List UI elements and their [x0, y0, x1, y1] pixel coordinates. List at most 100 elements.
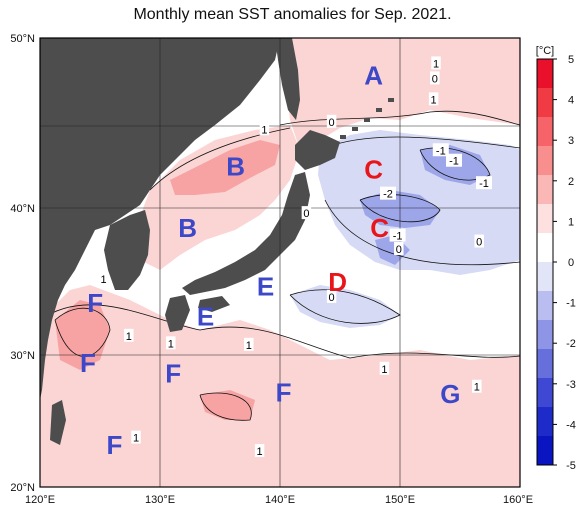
- contour-label-bg: [380, 186, 396, 200]
- contour-label: 0: [396, 244, 402, 256]
- colorbar-tick-label: 0: [568, 257, 574, 269]
- lat-tick-20: 20°N: [10, 482, 35, 494]
- region-label-c: C: [370, 213, 389, 243]
- latitude-axis: 50°N 40°N 30°N 20°N: [10, 33, 35, 494]
- contour-label-bg: [259, 122, 270, 136]
- land-kyushu: [165, 295, 190, 332]
- contour-label: 1: [474, 382, 480, 394]
- contour-label-bg: [431, 56, 441, 70]
- lat-tick-50: 50°N: [10, 33, 35, 45]
- land-kuril-islands: [340, 98, 394, 139]
- contour-label-bg: [166, 336, 176, 350]
- contour-label: 1: [257, 446, 263, 458]
- region-label-e: E: [257, 271, 274, 301]
- colorbar-swatch: [537, 407, 553, 437]
- contour-label: 0: [329, 117, 335, 129]
- colorbar-tick-label: 5: [568, 54, 574, 66]
- contour-label: -1: [393, 231, 403, 243]
- colorbar-swatch: [537, 233, 553, 263]
- colorbar-swatch: [537, 436, 553, 466]
- contour-label: 1: [261, 124, 267, 136]
- colorbar-swatch: [537, 291, 553, 321]
- contour-label-bg: [254, 444, 265, 458]
- region-label-d: D: [328, 267, 347, 297]
- contour-label: 0: [476, 237, 482, 249]
- colorbar-tick-label: 2: [568, 176, 574, 188]
- region-label-g: G: [440, 379, 460, 409]
- warm-strong-south-2: [200, 390, 255, 420]
- colorbar-tick-label: 4: [568, 95, 574, 107]
- contour-label: 0: [432, 73, 438, 85]
- contour-label: 1: [101, 274, 107, 286]
- contour-label-bg: [474, 234, 484, 248]
- region-label-f: F: [106, 430, 122, 460]
- contour-label: 1: [133, 433, 139, 445]
- colorbar-swatch: [537, 175, 553, 205]
- contour-label: 0: [329, 292, 335, 304]
- colorbar-ticks: 5 4 3 2 1 0 -1 -2 -3 -4 -5: [553, 54, 576, 472]
- colorbar-tick-label: 3: [568, 135, 574, 147]
- contour-label-bg: [428, 92, 439, 106]
- map-title: Monthly mean SST anomalies for Sep. 2021…: [133, 6, 452, 23]
- contour-label: -1: [436, 145, 446, 157]
- region-label-a: A: [364, 60, 383, 90]
- graticule: [40, 38, 520, 487]
- contour-label: 1: [126, 331, 132, 343]
- contour-label: -1: [479, 178, 489, 190]
- colorbar-swatch: [537, 117, 553, 147]
- colorbar-swatch: [537, 88, 553, 118]
- contour-label-bg: [472, 379, 482, 393]
- region-label-b: B: [178, 213, 197, 243]
- contour-label-bg: [326, 289, 337, 303]
- colorbar-swatch: [537, 59, 553, 89]
- region-label-f: F: [276, 378, 292, 408]
- longitude-axis: 120°E 130°E 140°E 150°E 160°E: [25, 494, 533, 506]
- region-label-b: B: [226, 152, 245, 182]
- land-sakhalin: [275, 38, 300, 120]
- contour-label-bg: [432, 143, 449, 157]
- contour-label-bg: [446, 153, 462, 167]
- lon-tick-140: 140°E: [265, 494, 295, 506]
- land-hokkaido: [295, 130, 340, 170]
- contour-label: 1: [168, 338, 174, 350]
- cool-anomaly-south-honshu: [290, 285, 400, 328]
- colorbar-unit: [°C]: [536, 45, 554, 57]
- contour-label-bg: [301, 206, 312, 220]
- lat-tick-30: 30°N: [10, 350, 35, 362]
- lat-tick-40: 40°N: [10, 203, 35, 215]
- contour-label: 1: [431, 94, 437, 106]
- contour-label: 1: [381, 364, 387, 376]
- land-shikoku: [198, 296, 230, 312]
- contour-label-bg: [131, 430, 141, 444]
- contour-label: 1: [433, 58, 439, 70]
- colorbar-swatch: [537, 378, 553, 408]
- region-label-f: F: [87, 288, 103, 318]
- map-frame: [39, 37, 521, 488]
- contour-label: 1: [246, 340, 252, 352]
- colorbar-swatches: [537, 59, 553, 466]
- colorbar-swatch: [537, 146, 553, 176]
- colorbar-tick-label: 1: [568, 216, 574, 228]
- contour-label-bg: [430, 71, 440, 85]
- colorbar-tick-label: -3: [566, 379, 576, 391]
- lon-tick-130: 130°E: [145, 494, 175, 506]
- colorbar-swatch: [537, 349, 553, 379]
- colorbar-swatch: [537, 320, 553, 350]
- contour-label: 0: [303, 208, 309, 220]
- lon-tick-160: 160°E: [503, 494, 533, 506]
- land-small-island: [187, 121, 193, 127]
- region-label-e: E: [197, 301, 214, 331]
- region-label-f: F: [165, 358, 181, 388]
- contour-label-bg: [124, 328, 134, 342]
- colorbar-swatch: [537, 204, 553, 234]
- land-asia-mainland: [40, 38, 280, 400]
- colorbar-tick-label: -2: [566, 338, 576, 350]
- contour-label-bg: [326, 114, 337, 128]
- region-label-f: F: [80, 348, 96, 378]
- colorbar-tick-label: -4: [566, 419, 576, 431]
- contour-label-bg: [476, 176, 492, 190]
- contour-label-bg: [379, 361, 390, 375]
- colorbar-tick-label: -1: [566, 298, 576, 310]
